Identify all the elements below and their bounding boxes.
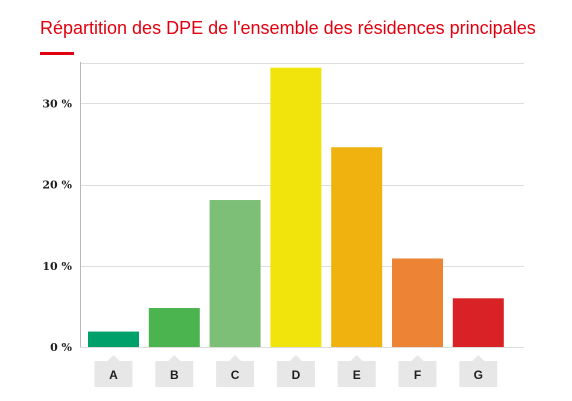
bar-G [452,298,504,347]
x-tick-box [337,355,376,387]
bar-D [270,67,322,347]
x-tick-box [216,355,255,387]
x-tick-label: F [414,368,421,382]
x-tick-label: B [170,368,179,382]
y-tick-label: 10 % [42,260,72,273]
x-tick-label: C [231,368,240,382]
x-tick-box [155,355,194,387]
y-tick-label: 30 % [42,97,72,110]
x-tick-box [398,355,437,387]
title-underline [40,52,74,55]
bars [88,67,504,347]
bar-C [209,200,261,347]
bar-F [392,258,443,347]
x-tick-A: A [94,355,133,387]
x-tick-D: D [276,355,315,387]
x-tick-E: E [337,355,376,387]
bar-E [331,147,383,347]
x-tick-label: E [353,368,361,382]
x-tick-F: F [398,355,437,387]
x-tick-label: A [109,368,118,382]
y-tick-label: 20 % [42,179,72,192]
bar-A [88,331,139,347]
x-tick-G: G [459,355,498,387]
x-tick-C: C [216,355,255,387]
x-tick-B: B [155,355,194,387]
x-tick-label: G [474,368,483,382]
x-axis-ticks: A B C D E F G [94,355,498,387]
chart-title: Répartition des DPE de l'ensemble des ré… [40,18,536,38]
x-tick-box [276,355,315,387]
x-tick-label: D [292,368,301,382]
y-tick-label: 0 % [50,341,72,354]
bar-B [148,308,200,347]
x-tick-box [94,355,133,387]
y-axis-ticks: 0 % 10 % 20 % 30 % [42,97,72,354]
x-tick-box [459,355,498,387]
